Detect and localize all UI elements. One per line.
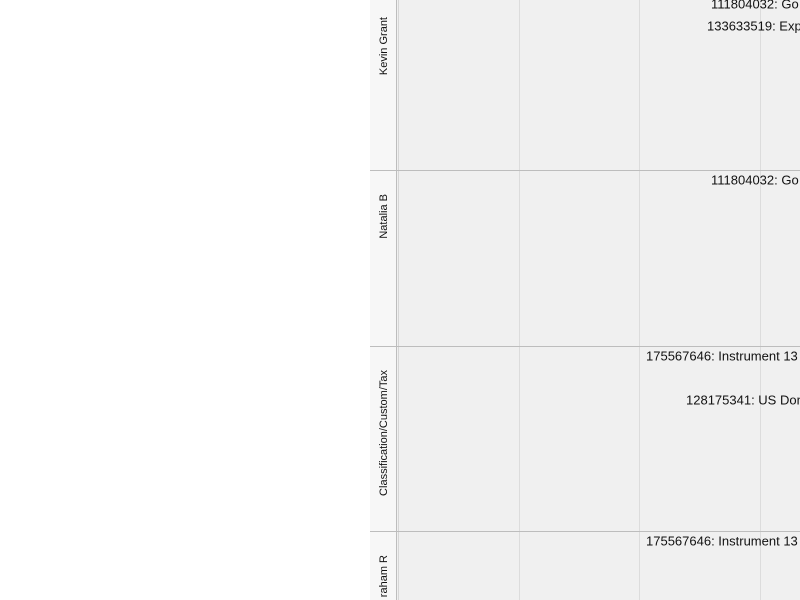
event-item[interactable]: 128175341: US Dom bbox=[686, 392, 800, 407]
event-item[interactable]: 175567646: Instrument 13 bbox=[646, 533, 798, 548]
lane-label: Natalia B bbox=[378, 194, 390, 239]
event-item[interactable]: 133633519: Exp bbox=[707, 18, 800, 33]
lane-label: Classification/Custom/Tax bbox=[378, 370, 390, 496]
event-item[interactable]: 175567646: Instrument 13 bbox=[646, 348, 798, 363]
lane-label: Kevin Grant bbox=[378, 17, 390, 75]
timeline-area bbox=[397, 0, 800, 600]
lane-label: raham R bbox=[378, 555, 390, 597]
event-item[interactable]: 111804032: Go bbox=[711, 172, 799, 187]
event-item[interactable]: 111804032: Go bbox=[711, 0, 799, 11]
